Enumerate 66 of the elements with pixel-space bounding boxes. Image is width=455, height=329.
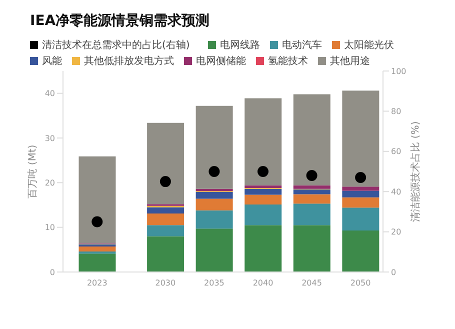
y-tick-label: 40: [44, 89, 55, 98]
bar: [196, 198, 233, 210]
bar: [293, 204, 330, 226]
bar: [293, 225, 330, 272]
point: [355, 172, 366, 184]
bar: [342, 230, 380, 272]
point: [92, 216, 103, 228]
bar: [244, 98, 282, 186]
y2-tick-label: 0: [391, 268, 396, 277]
bar: [244, 194, 282, 205]
legend-label: 风能: [42, 54, 62, 68]
legend-label: 电网线路: [220, 38, 260, 52]
legend-label: 电动汽车: [282, 38, 322, 52]
x-tick-label: 2045: [302, 278, 322, 288]
y-tick-label: 30: [44, 134, 55, 143]
bar: [342, 90, 380, 187]
y2-tick-label: 100: [391, 66, 406, 76]
x-tick-label: 2050: [350, 278, 371, 288]
bar: [196, 192, 233, 199]
x-tick-label: 2030: [155, 278, 176, 288]
x-tick-label: 2035: [204, 278, 224, 288]
point: [208, 166, 220, 177]
chart-title: IEA净零能源情景铜需求预测: [30, 12, 210, 30]
legend-label: 其他用途: [330, 54, 370, 68]
bar: [196, 210, 233, 229]
point: [306, 170, 318, 182]
x-tick-label: 2040: [252, 278, 274, 288]
bar: [147, 213, 184, 226]
y2-tick-label: 40: [391, 187, 402, 196]
legend-label: 电网侧储能: [196, 54, 246, 68]
legend-label: 其他低排放发电方式: [84, 54, 174, 68]
bar: [244, 185, 282, 188]
bar: [293, 94, 330, 186]
bar: [342, 208, 380, 230]
bar: [293, 189, 330, 194]
bar: [244, 204, 282, 226]
y2-tick-label: 60: [391, 147, 402, 156]
bar: [244, 225, 282, 272]
legend-label: 清洁技术在总需求中的占比(右轴): [42, 38, 190, 52]
legend-label: 太阳能光伏: [344, 38, 394, 52]
y-tick-label: 10: [44, 223, 55, 232]
bar: [293, 194, 330, 204]
legend-label: 氢能技术: [268, 54, 308, 68]
bar: [196, 106, 233, 189]
point: [258, 166, 268, 177]
point: [160, 176, 171, 188]
y2-tick-label: 20: [391, 228, 402, 237]
bar: [147, 236, 184, 272]
y-tick-label: 20: [44, 178, 55, 188]
bar: [78, 156, 116, 244]
bar: [78, 254, 116, 272]
bar: [342, 197, 380, 208]
y-axis-title: 百万吨 (Mt): [26, 144, 39, 198]
y2-tick-label: 80: [391, 107, 402, 116]
bar: [244, 188, 282, 195]
bar: [293, 185, 330, 189]
bar: [342, 186, 380, 191]
bar: [147, 207, 184, 214]
bar: [147, 122, 184, 204]
bar: [196, 228, 233, 272]
y-tick-label: 0: [50, 268, 55, 277]
bar: [342, 190, 380, 198]
bar: [147, 225, 184, 236]
bar: [78, 246, 116, 252]
y2-axis-title: 清洁能源技术占比 (%): [410, 121, 422, 222]
x-tick-label: 2023: [86, 278, 108, 288]
